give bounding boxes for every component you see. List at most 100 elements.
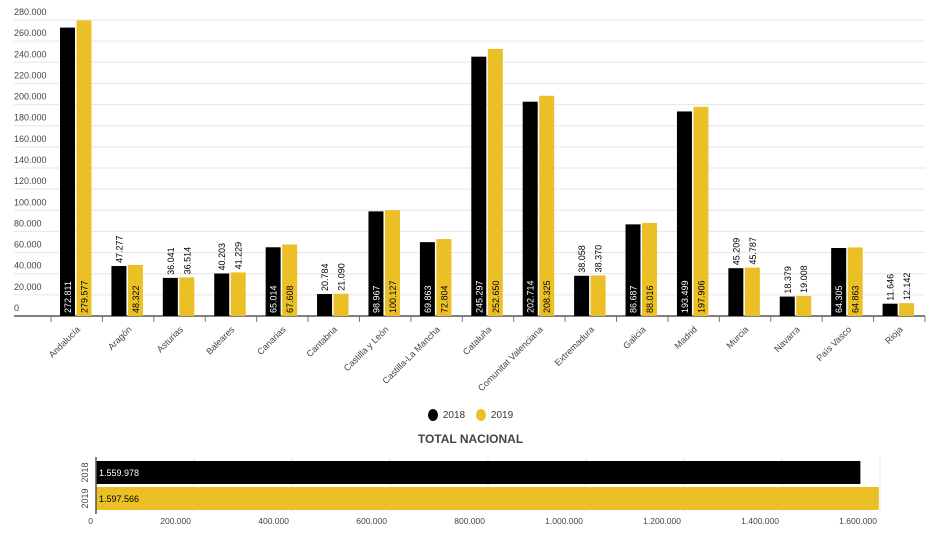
bar-2018 bbox=[728, 268, 744, 316]
y-tick-label: 260.000 bbox=[14, 28, 47, 38]
data-label: 1.597.566 bbox=[99, 494, 139, 504]
y-tick-label: 20.000 bbox=[14, 282, 42, 292]
data-label: 86.687 bbox=[629, 285, 639, 313]
y-tick-label: 80.000 bbox=[14, 218, 42, 228]
data-label: 20.784 bbox=[320, 263, 330, 291]
bar-2019 bbox=[333, 293, 349, 316]
x-tick-label: Cantabria bbox=[305, 324, 340, 359]
bar-2019 bbox=[384, 210, 400, 316]
bar-2018 bbox=[214, 273, 230, 316]
x-tick-label: Aragón bbox=[106, 324, 134, 352]
bar-2018 bbox=[162, 277, 178, 316]
x-tick-label: País Vasco bbox=[815, 324, 854, 363]
data-label: 197.906 bbox=[696, 280, 706, 313]
y-tick-label: 40.000 bbox=[14, 261, 42, 271]
x-tick-label: 800.000 bbox=[454, 516, 485, 526]
data-label: 40.203 bbox=[217, 243, 227, 271]
data-label: 65.014 bbox=[269, 285, 279, 313]
bar-2018 bbox=[368, 211, 384, 316]
data-label: 279.577 bbox=[80, 280, 90, 313]
y-tick-label: 120.000 bbox=[14, 176, 47, 186]
bar-2018 bbox=[60, 27, 75, 317]
y-tick-label: 2018 bbox=[80, 462, 90, 482]
x-tick-label: 1.600.000 bbox=[839, 516, 877, 526]
bar-2019 bbox=[693, 106, 709, 316]
bar-2019 bbox=[282, 244, 298, 316]
data-label: 193.499 bbox=[680, 280, 690, 313]
y-tick-label: 280.000 bbox=[14, 7, 47, 17]
x-tick-label: Cataluña bbox=[461, 324, 494, 357]
x-tick-label: Baleares bbox=[204, 324, 237, 357]
x-tick-label: Rioja bbox=[883, 324, 905, 346]
bar-2018 bbox=[779, 296, 795, 316]
bar-2018 bbox=[522, 101, 538, 317]
x-tick-label: Extremadura bbox=[553, 324, 597, 368]
y-tick-label: 240.000 bbox=[14, 49, 47, 59]
x-tick-label: 200.000 bbox=[160, 516, 191, 526]
data-label: 12.142 bbox=[902, 273, 912, 301]
data-label: 272.811 bbox=[63, 281, 73, 313]
bar-2019 bbox=[179, 277, 195, 316]
data-label: 38.370 bbox=[594, 245, 604, 273]
bar-2018 bbox=[831, 248, 847, 316]
x-tick-label: Canarias bbox=[255, 324, 288, 357]
data-label: 64.305 bbox=[834, 285, 844, 313]
bar-2018 bbox=[574, 275, 590, 316]
x-tick-label: Madrid bbox=[673, 324, 700, 351]
bar-2018 bbox=[96, 461, 861, 484]
bar-2019 bbox=[899, 303, 915, 316]
y-tick-label: 60.000 bbox=[14, 240, 42, 250]
bar-2019 bbox=[127, 264, 143, 316]
y-tick-label: 140.000 bbox=[14, 155, 47, 165]
x-tick-label: 1.000.000 bbox=[545, 516, 583, 526]
y-tick-label: 180.000 bbox=[14, 113, 47, 123]
x-tick-label: Navarra bbox=[772, 324, 802, 354]
bar-2019 bbox=[796, 295, 812, 316]
x-tick-label: Murcia bbox=[724, 324, 750, 350]
data-label: 1.559.978 bbox=[99, 468, 139, 478]
bar-2019 bbox=[642, 222, 658, 316]
bar-2018 bbox=[419, 242, 435, 316]
data-label: 18.379 bbox=[783, 266, 793, 294]
x-tick-label: Andalucía bbox=[47, 324, 82, 359]
bar-2019 bbox=[539, 95, 555, 316]
data-label: 245.297 bbox=[474, 280, 484, 313]
x-tick-label: 1.200.000 bbox=[643, 516, 681, 526]
legend: 2018 2019 bbox=[0, 409, 941, 424]
y-tick-label: 200.000 bbox=[14, 92, 47, 102]
data-label: 208.325 bbox=[542, 280, 552, 313]
x-tick-label: 400.000 bbox=[258, 516, 289, 526]
bar-2019 bbox=[590, 275, 606, 316]
bar-2019 bbox=[487, 48, 503, 317]
bar-2019 bbox=[76, 20, 92, 316]
legend-item-2019[interactable]: 2019 bbox=[475, 409, 513, 421]
bar-2018 bbox=[111, 266, 127, 316]
bar-2019 bbox=[847, 247, 863, 316]
data-label: 47.277 bbox=[114, 235, 124, 263]
data-label: 72.804 bbox=[439, 285, 449, 313]
bar-2018 bbox=[625, 224, 641, 316]
data-label: 64.863 bbox=[851, 285, 861, 313]
bar-2019 bbox=[744, 267, 760, 316]
data-label: 45.787 bbox=[748, 237, 758, 265]
data-label: 21.090 bbox=[337, 263, 347, 291]
data-label: 88.016 bbox=[645, 285, 655, 313]
bar-2018 bbox=[882, 303, 898, 316]
data-label: 36.041 bbox=[166, 247, 176, 275]
data-label: 36.514 bbox=[182, 247, 192, 275]
y-tick-label: 2019 bbox=[80, 488, 90, 508]
x-tick-label: Asturias bbox=[155, 324, 185, 354]
bar-2019 bbox=[230, 272, 246, 316]
y-tick-label: 100.000 bbox=[14, 197, 47, 207]
legend-dot-icon bbox=[475, 409, 486, 421]
bar-2018 bbox=[471, 56, 487, 316]
total-chart-title: TOTAL NACIONAL bbox=[417, 432, 524, 446]
data-label: 100.127 bbox=[388, 280, 398, 313]
data-label: 98.967 bbox=[371, 285, 381, 313]
bar-2018 bbox=[265, 247, 281, 316]
data-label: 202.714 bbox=[526, 280, 536, 313]
x-tick-label: Castilla-La Mancha bbox=[380, 324, 442, 386]
y-tick-label: 220.000 bbox=[14, 70, 47, 80]
legend-item-2018[interactable]: 2018 bbox=[427, 409, 465, 421]
